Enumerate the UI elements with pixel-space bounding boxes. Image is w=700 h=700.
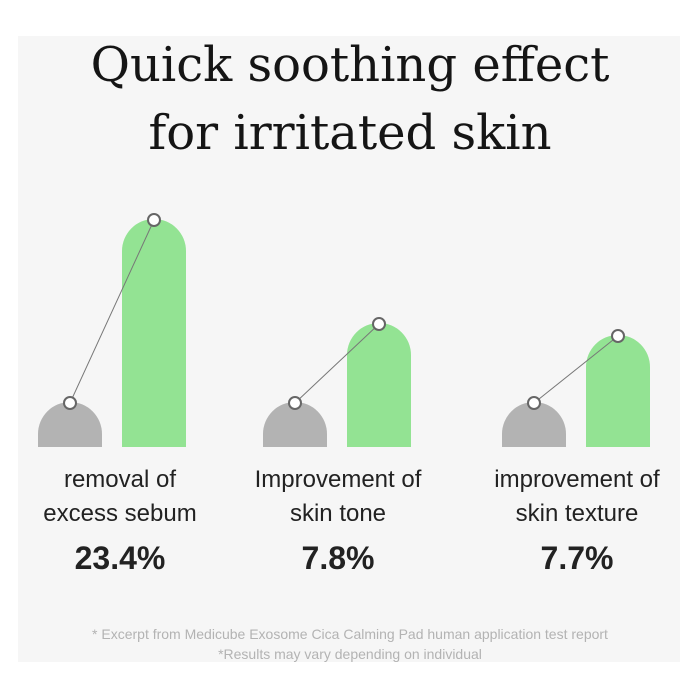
chart-title-line-1: Quick soothing effect [90,37,610,93]
bar-after-3 [586,335,650,447]
connector-line-3 [533,335,619,404]
bar-after-1 [122,219,186,447]
category-label-2-line-1: Improvement of [254,466,422,493]
category-value-2: 7.8% [301,540,375,576]
marker-before-1 [63,396,77,410]
chart-title-line-2: for irritated skin [148,105,552,161]
category-label-3-line-1: improvement of [494,466,660,493]
marker-before-3 [527,396,541,410]
bar-before-1 [38,402,102,447]
marker-after-3 [611,329,625,343]
category-value-1: 23.4% [74,540,166,576]
connector-line-2 [294,323,380,404]
bar-after-2 [347,323,411,447]
category-value-3: 7.7% [540,540,614,576]
marker-after-2 [372,317,386,331]
marker-after-1 [147,213,161,227]
marker-before-2 [288,396,302,410]
category-label-1-line-1: removal of [63,466,177,493]
category-label-3-line-2: skin texture [515,500,639,527]
connector-line-1 [69,219,155,404]
category-label-2-line-2: skin tone [289,500,387,527]
footnote-disclaimer: *Results may vary depending on individua… [218,646,482,662]
category-label-1-line-2: excess sebum [43,500,197,527]
bar-before-2 [263,402,327,447]
footnote-source: * Excerpt from Medicube Exosome Cica Cal… [92,626,608,642]
bar-before-3 [502,402,566,447]
